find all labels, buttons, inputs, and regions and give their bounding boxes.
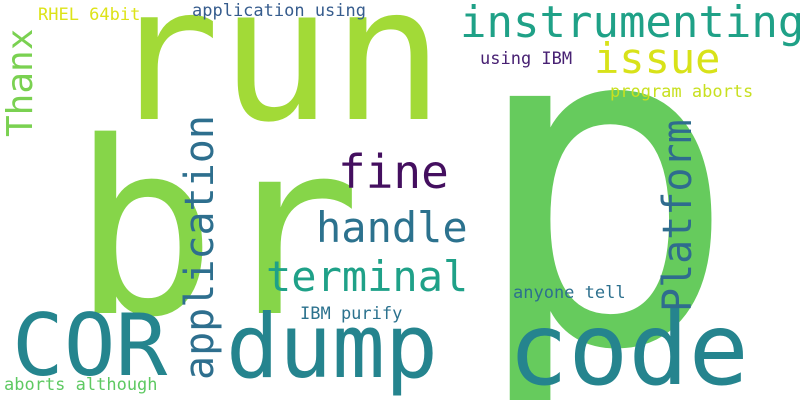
word-cor: COR — [12, 296, 168, 396]
word-code: code — [508, 291, 749, 400]
word-terminal: terminal — [266, 252, 469, 301]
word-program-aborts: program aborts — [610, 82, 754, 102]
word-thanx: Thanx — [0, 28, 41, 137]
word-aborts-although: aborts although — [4, 375, 158, 395]
word-ibm-purify: IBM purify — [300, 304, 403, 324]
word-platform: Platform — [655, 119, 701, 312]
word-anyone-tell: anyone tell — [513, 283, 626, 303]
word-rhel-64bit: RHEL 64bit — [38, 5, 141, 25]
word-dump: dump — [226, 295, 438, 398]
word-using-ibm: using IBM — [480, 49, 573, 69]
word-run: run — [108, 0, 444, 163]
word-br: br — [72, 90, 361, 370]
word-handle: handle — [316, 203, 468, 252]
word-p: p — [468, 0, 739, 400]
word-issue: issue — [594, 34, 721, 83]
word-fine: fine — [338, 145, 449, 199]
word-application-using: application using — [192, 1, 366, 21]
word-instrumenting: instrumenting — [460, 0, 800, 48]
word-application-vertical: application — [177, 115, 223, 380]
